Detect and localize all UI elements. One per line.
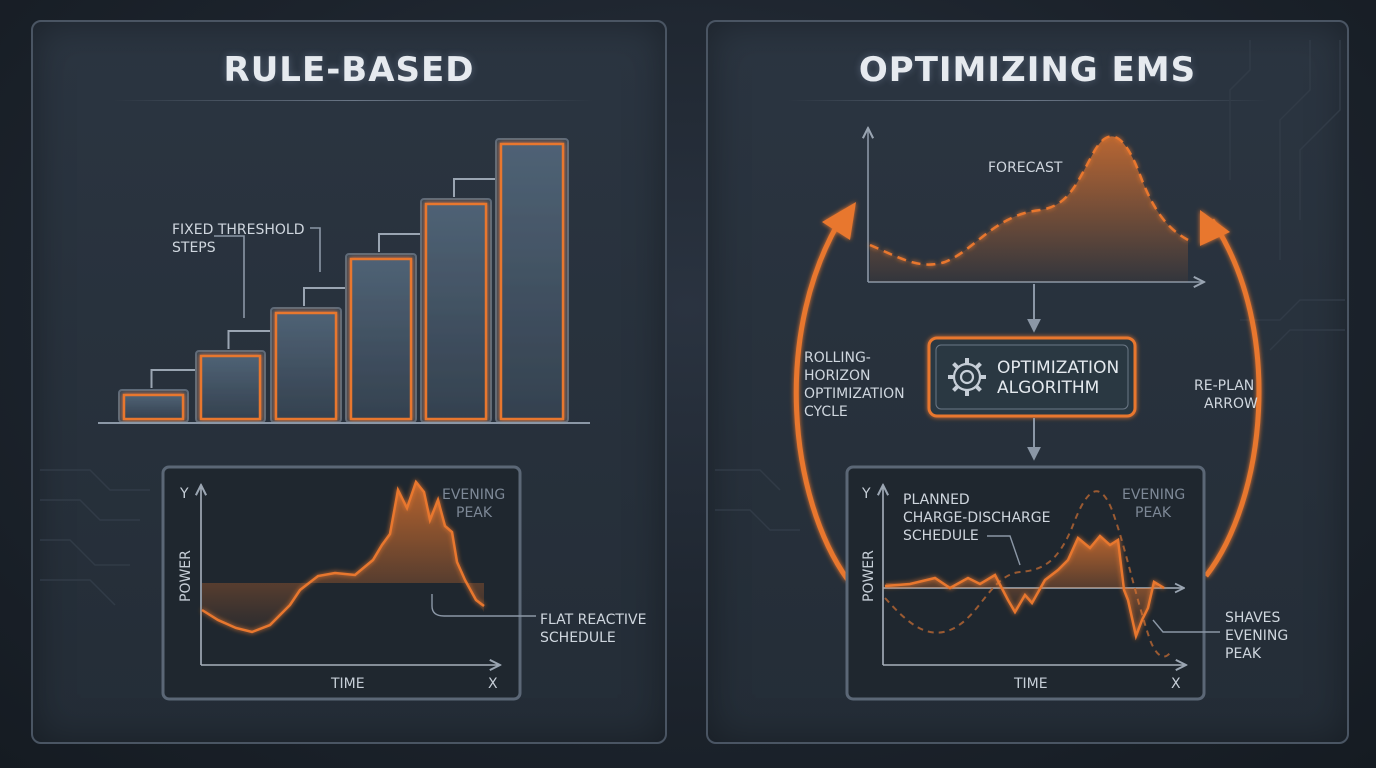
- step-bar: [499, 142, 565, 421]
- optimizing-ems-title: OPTIMIZING EMS: [858, 50, 1197, 90]
- x-axis-letter: X: [1171, 676, 1181, 692]
- algorithm-box-inner: [935, 344, 1129, 410]
- step-bar: [122, 393, 185, 421]
- step-up-arrow-icon: [303, 281, 363, 306]
- power-axis-label: POWER: [178, 550, 194, 602]
- step-up-arrow-icon: [150, 363, 213, 388]
- shaves-evening-peak-label: SHAVES EVENING PEAK: [1225, 610, 1293, 662]
- rolling-horizon-arrowhead: [822, 202, 856, 240]
- threshold-step-bars: [118, 138, 569, 423]
- x-axis-letter: X: [488, 676, 498, 692]
- forecast-load-dashed: [884, 490, 1173, 658]
- step-bar: [424, 202, 488, 421]
- forecast-label: FORECAST: [988, 160, 1063, 176]
- fixed-threshold-label: FIXED THRESHOLD STEPS: [172, 222, 309, 256]
- y-axis-letter: Y: [179, 486, 189, 502]
- time-axis-label: TIME: [330, 676, 365, 692]
- shaves-peak-leader: [1152, 619, 1220, 633]
- ems-chart-frame: [845, 465, 1206, 701]
- load-area: [202, 482, 484, 632]
- optimization-algorithm-label: OPTIMIZATION ALGORITHM: [997, 358, 1125, 398]
- optimization-algorithm-box: [927, 336, 1137, 418]
- rolling-horizon-label: ROLLING- HORIZON OPTIMIZATION CYCLE: [804, 350, 909, 420]
- planned-schedule-label: PLANNED CHARGE-DISCHARGE SCHEDULE: [903, 492, 1055, 544]
- title-divider: [113, 100, 593, 101]
- time-axis-label: TIME: [1013, 676, 1048, 692]
- step-up-arrow-icon: [378, 227, 438, 252]
- planned-charge-area: [885, 536, 1122, 612]
- title-divider: [788, 100, 1268, 101]
- replan-arrow-label: RE-PLAN ARROW: [1194, 378, 1259, 412]
- step-bar: [199, 354, 262, 421]
- load-curve: [201, 479, 485, 634]
- step-up-arrow-icon: [227, 324, 288, 349]
- step-bar: [274, 311, 338, 421]
- planned-schedule-leader: [987, 535, 1021, 566]
- step-bar: [349, 257, 413, 421]
- rolling-horizon-arc: [793, 210, 851, 582]
- replan-arrowhead: [1200, 210, 1230, 246]
- flat-schedule-label: FLAT REACTIVE SCHEDULE: [540, 612, 651, 646]
- rule-based-title: RULE-BASED: [223, 50, 475, 90]
- flat-schedule-leader: [431, 594, 536, 617]
- step-up-arrow-icon: [453, 172, 513, 197]
- replan-arc: [1204, 218, 1262, 578]
- circuit-traces: [40, 40, 1345, 606]
- y-axis-letter: Y: [861, 486, 871, 502]
- power-axis-label: POWER: [861, 550, 877, 602]
- fixed-threshold-leaders: [214, 227, 321, 318]
- evening-peak-label: EVENING PEAK: [1122, 487, 1190, 521]
- evening-peak-label: EVENING PEAK: [442, 487, 510, 521]
- planned-schedule-line: [884, 534, 1165, 641]
- forecast-area: [870, 136, 1188, 282]
- gear-icon: [948, 358, 986, 396]
